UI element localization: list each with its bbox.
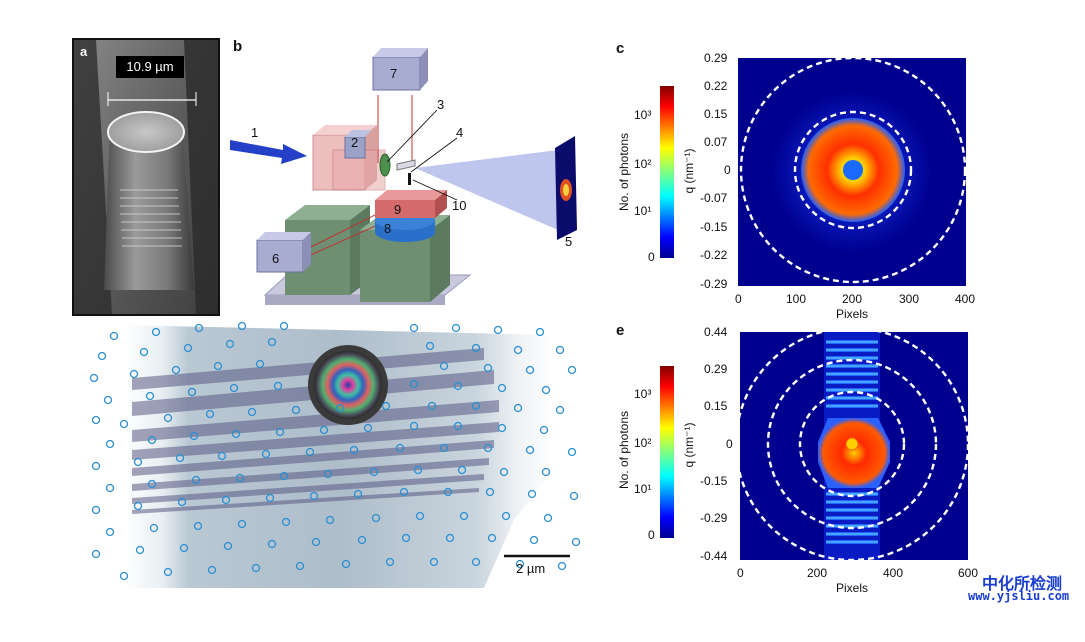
c-ytick-4: 0	[724, 163, 731, 177]
c-ytick-5: -0.07	[700, 191, 728, 205]
colorbar-c	[660, 86, 674, 258]
c-ylabel: q (nm⁻¹)	[682, 148, 696, 194]
panel-a-frame: a 10.9 µm	[72, 38, 220, 316]
reconstruction-lattice-image	[84, 320, 590, 588]
scalebar-label-box	[116, 56, 184, 78]
colorbar-c-tick-1: 10¹	[634, 204, 652, 218]
sem-micropillar-image	[74, 40, 218, 314]
colorbar-e	[660, 366, 674, 538]
colorbar-e-tick-3: 10³	[634, 387, 652, 401]
c-ytick-7: -0.22	[700, 248, 728, 262]
callout-5: 5	[565, 234, 573, 249]
e-ytick-6: -0.44	[700, 549, 728, 563]
panel-d-scalebar-label: 2 µm	[516, 561, 546, 576]
panel-e-letter: e	[616, 322, 625, 339]
c-ytick-2: 0.15	[704, 107, 728, 121]
callout-4: 4	[456, 125, 464, 140]
callout-8: 8	[384, 221, 392, 236]
panel-b-letter: b	[233, 38, 243, 55]
setup-schematic	[230, 48, 577, 305]
callout-10: 10	[452, 198, 467, 213]
e-xtick-2: 400	[883, 566, 904, 580]
callout-6: 6	[272, 251, 280, 266]
e-xtick-0: 0	[737, 566, 744, 580]
colorbar-e-tick-2: 10²	[634, 436, 652, 450]
callout-7: 7	[390, 66, 398, 81]
c-xtick-0: 0	[735, 292, 742, 306]
lattice-points	[89, 321, 581, 581]
c-ytick-1: 0.22	[704, 79, 728, 93]
e-ylabel: q (nm⁻¹)	[682, 422, 696, 468]
c-ytick-6: -0.15	[700, 220, 728, 234]
colorbar-c-label: No. of photons	[617, 132, 631, 212]
callout-2: 2	[351, 135, 359, 150]
callout-1: 1	[251, 125, 259, 140]
e-ytick-0: 0.44	[704, 325, 728, 339]
c-ytick-3: 0.07	[704, 135, 728, 149]
colorbar-e-tick-1: 10¹	[634, 482, 652, 496]
diffraction-map-c	[738, 58, 966, 286]
e-ytick-3: 0	[726, 437, 733, 451]
c-ytick-0: 0.29	[704, 51, 728, 65]
c-xtick-3: 300	[899, 292, 920, 306]
scalebar-label: 10.9 µm	[126, 59, 174, 74]
colorbar-e-tick-0: 0	[648, 528, 655, 542]
diffraction-map-e	[740, 332, 968, 560]
colorbar-c-tick-3: 10³	[634, 108, 652, 122]
c-xtick-1: 100	[786, 292, 807, 306]
callout-3: 3	[437, 97, 445, 112]
panel-c-letter: c	[616, 40, 625, 57]
watermark-chinese: 中化所检测	[982, 574, 1063, 593]
c-ytick-8: -0.29	[700, 277, 728, 291]
e-ytick-5: -0.29	[700, 511, 728, 525]
c-xlabel: Pixels	[836, 307, 869, 321]
c-xtick-2: 200	[842, 292, 863, 306]
e-ytick-1: 0.29	[704, 362, 728, 376]
e-xtick-3: 600	[958, 566, 979, 580]
watermark-url: www.yjsliu.com	[968, 589, 1070, 603]
panel-a-letter: a	[80, 44, 88, 59]
colorbar-c-tick-0: 0	[648, 250, 655, 264]
colorbar-c-tick-2: 10²	[634, 157, 652, 171]
e-xtick-1: 200	[807, 566, 828, 580]
e-ytick-2: 0.15	[704, 399, 728, 413]
c-xtick-4: 400	[955, 292, 976, 306]
e-ytick-4: -0.15	[700, 474, 728, 488]
colorbar-e-label: No. of photons	[617, 410, 631, 490]
callout-9: 9	[394, 202, 402, 217]
e-xlabel: Pixels	[836, 581, 869, 595]
